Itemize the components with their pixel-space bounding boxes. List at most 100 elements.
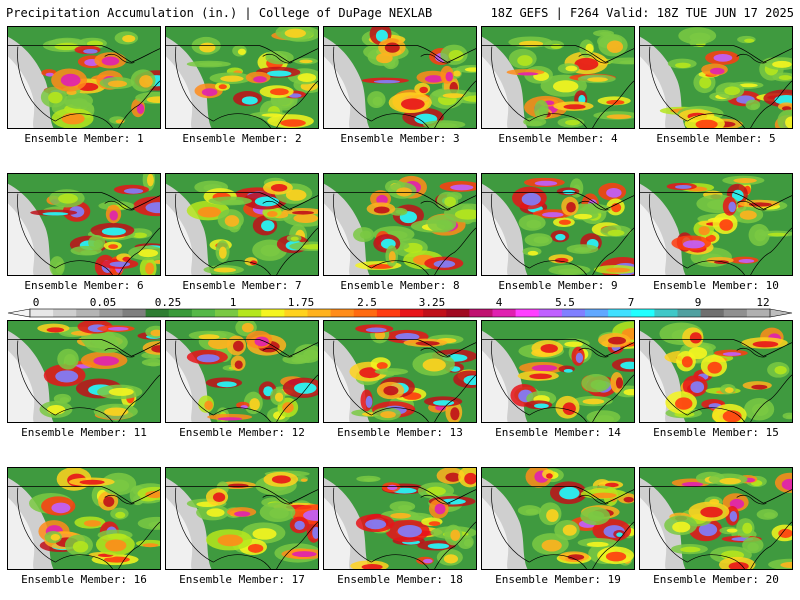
ensemble-member-map	[7, 26, 161, 129]
ensemble-member-panel: Ensemble Member: 2	[165, 26, 319, 146]
colorbar-tick-label: 0.05	[90, 296, 117, 309]
ensemble-member-panel: Ensemble Member: 13	[323, 320, 477, 440]
ensemble-member-map	[639, 26, 793, 129]
ensemble-member-map	[639, 320, 793, 423]
colorbar-tick-label: 0.25	[155, 296, 182, 309]
ensemble-member-map	[165, 26, 319, 129]
colorbar-swatch	[585, 309, 609, 317]
colorbar-swatch	[608, 309, 632, 317]
colorbar-swatch	[492, 309, 517, 317]
colorbar-swatch	[53, 309, 77, 317]
ensemble-member-map	[7, 320, 161, 423]
ensemble-member-label: Ensemble Member: 20	[653, 573, 779, 586]
colorbar-swatch	[723, 309, 748, 317]
ensemble-member-panel: Ensemble Member: 3	[323, 26, 477, 146]
ensemble-member-label: Ensemble Member: 9	[498, 279, 618, 292]
ensemble-member-panel: Ensemble Member: 17	[165, 467, 319, 587]
ensemble-member-panel: Ensemble Member: 16	[7, 467, 161, 587]
ensemble-member-panel: Ensemble Member: 5	[639, 26, 793, 146]
ensemble-member-map	[639, 467, 793, 570]
ensemble-member-label: Ensemble Member: 13	[337, 426, 463, 439]
ensemble-member-panel: Ensemble Member: 8	[323, 173, 477, 293]
colorbar-swatch	[215, 309, 239, 317]
ensemble-member-label: Ensemble Member: 14	[495, 426, 621, 439]
ensemble-member-map	[323, 26, 477, 129]
ensemble-member-label: Ensemble Member: 19	[495, 573, 621, 586]
ensemble-member-panel: Ensemble Member: 4	[481, 26, 635, 146]
ensemble-member-map	[323, 320, 477, 423]
colorbar-swatch	[330, 309, 355, 317]
ensemble-member-panel: Ensemble Member: 9	[481, 173, 635, 293]
colorbar-swatch	[538, 309, 563, 317]
colorbar-swatch	[99, 309, 123, 317]
ensemble-member-map	[7, 467, 161, 570]
ensemble-member-map	[7, 173, 161, 276]
colorbar-swatch	[700, 309, 725, 317]
ensemble-member-label: Ensemble Member: 2	[182, 132, 302, 145]
ensemble-member-map	[323, 467, 477, 570]
colorbar-swatch	[469, 309, 493, 317]
ensemble-member-panel: Ensemble Member: 18	[323, 467, 477, 587]
colorbar-tick-label: 4	[496, 296, 503, 309]
ensemble-member-panel: Ensemble Member: 20	[639, 467, 793, 587]
ensemble-member-label: Ensemble Member: 17	[179, 573, 305, 586]
ensemble-member-label: Ensemble Member: 7	[182, 279, 302, 292]
ensemble-member-map	[481, 467, 635, 570]
colorbar-tick-label: 7	[628, 296, 635, 309]
colorbar-swatch	[400, 309, 424, 317]
ensemble-member-panel: Ensemble Member: 6	[7, 173, 161, 293]
colorbar-swatch	[191, 309, 216, 317]
colorbar-swatch	[446, 309, 470, 317]
colorbar-swatch	[261, 309, 285, 317]
ensemble-member-map	[165, 320, 319, 423]
colorbar-swatch	[145, 309, 170, 317]
colorbar-tick-label: 3.25	[419, 296, 446, 309]
ensemble-member-label: Ensemble Member: 15	[653, 426, 779, 439]
ensemble-member-label: Ensemble Member: 11	[21, 426, 147, 439]
ensemble-member-label: Ensemble Member: 8	[340, 279, 460, 292]
ensemble-member-label: Ensemble Member: 16	[21, 573, 147, 586]
ensemble-member-label: Ensemble Member: 1	[24, 132, 144, 145]
colorbar-arrow-left	[7, 308, 31, 318]
ensemble-member-map	[481, 320, 635, 423]
colorbar-swatch	[376, 309, 401, 317]
ensemble-member-label: Ensemble Member: 6	[24, 279, 144, 292]
colorbar-swatch	[122, 309, 147, 317]
ensemble-member-label: Ensemble Member: 12	[179, 426, 305, 439]
ensemble-member-map	[323, 173, 477, 276]
ensemble-member-map	[165, 173, 319, 276]
ensemble-member-map	[165, 467, 319, 570]
ensemble-member-map	[639, 173, 793, 276]
colorbar-tick-label: 5.5	[555, 296, 575, 309]
colorbar-tick-label: 1.75	[288, 296, 315, 309]
ensemble-member-panel: Ensemble Member: 11	[7, 320, 161, 440]
colorbar-swatch	[238, 309, 262, 317]
ensemble-member-label: Ensemble Member: 3	[340, 132, 460, 145]
colorbar-tick-label: 1	[230, 296, 237, 309]
colorbar-swatch	[515, 309, 540, 317]
colorbar-swatch	[76, 309, 100, 317]
colorbar-arrow-right	[769, 308, 793, 318]
ensemble-member-map	[481, 173, 635, 276]
colorbar-tick-label: 2.5	[357, 296, 377, 309]
colorbar-swatch	[284, 309, 308, 317]
colorbar-tick-label: 0	[33, 296, 40, 309]
colorbar-swatch	[168, 309, 193, 317]
colorbar-swatch	[353, 309, 378, 317]
colorbar-swatch	[677, 309, 702, 317]
colorbar-swatch	[746, 309, 771, 317]
colorbar-swatch	[631, 309, 655, 317]
colorbar-swatch	[307, 309, 332, 317]
ensemble-member-panel: Ensemble Member: 19	[481, 467, 635, 587]
colorbar-swatch	[30, 309, 54, 317]
colorbar-swatch	[654, 309, 678, 317]
colorbar-tick-label: 12	[756, 296, 769, 309]
ensemble-member-panel: Ensemble Member: 10	[639, 173, 793, 293]
ensemble-member-panel: Ensemble Member: 15	[639, 320, 793, 440]
model-run-info: 18Z GEFS | F264 Valid: 18Z TUE JUN 17 20…	[490, 6, 794, 20]
colorbar-swatch	[423, 309, 447, 317]
ensemble-member-panel: Ensemble Member: 12	[165, 320, 319, 440]
ensemble-member-panel: Ensemble Member: 1	[7, 26, 161, 146]
precipitation-color-scale: 0 0.05 0.25 1 1.75 2.5 3.25 4 5.5 7 9 12	[7, 296, 793, 318]
ensemble-member-panel: Ensemble Member: 14	[481, 320, 635, 440]
